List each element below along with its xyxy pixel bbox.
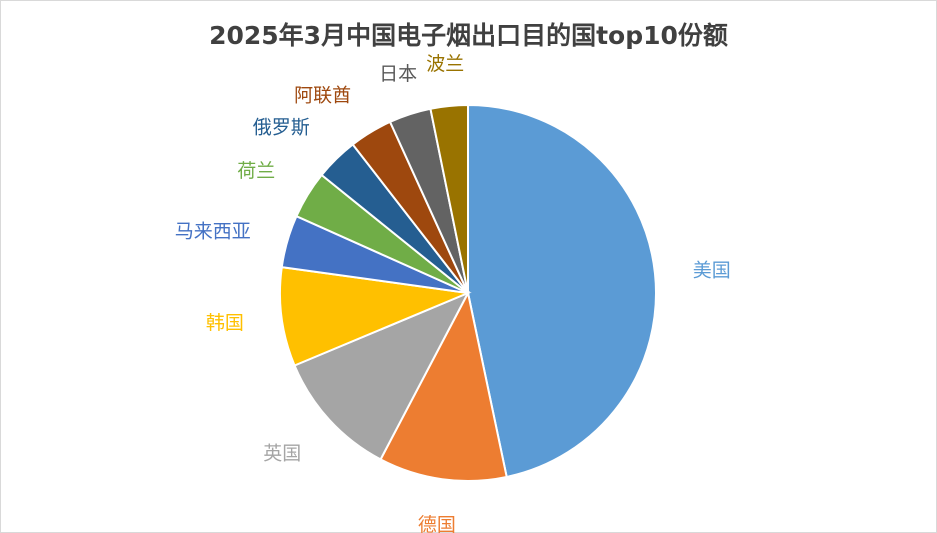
chart-title: 2025年3月中国电子烟出口目的国top10份额: [209, 21, 728, 50]
slice-label-6: 荷兰: [237, 160, 275, 182]
slice-label-1: 美国: [693, 260, 731, 282]
pie-slice-10: [429, 103, 469, 294]
slice-label-5: 马来西亚: [175, 221, 251, 243]
slice-label-8: 阿联酋: [294, 85, 351, 107]
slice-label-3: 英国: [263, 443, 301, 465]
slice-label-9: 日本: [379, 63, 417, 85]
pie-slice-3: [293, 291, 471, 461]
pie-slice-1: [467, 103, 657, 479]
slice-label-10: 波兰: [426, 53, 464, 75]
slice-label-4: 韩国: [206, 312, 244, 334]
pie-slice-4: [279, 265, 472, 367]
pie-slice-2: [379, 290, 508, 482]
slice-label-2: 德国: [418, 514, 456, 533]
slice-label-7: 俄罗斯: [253, 117, 310, 139]
